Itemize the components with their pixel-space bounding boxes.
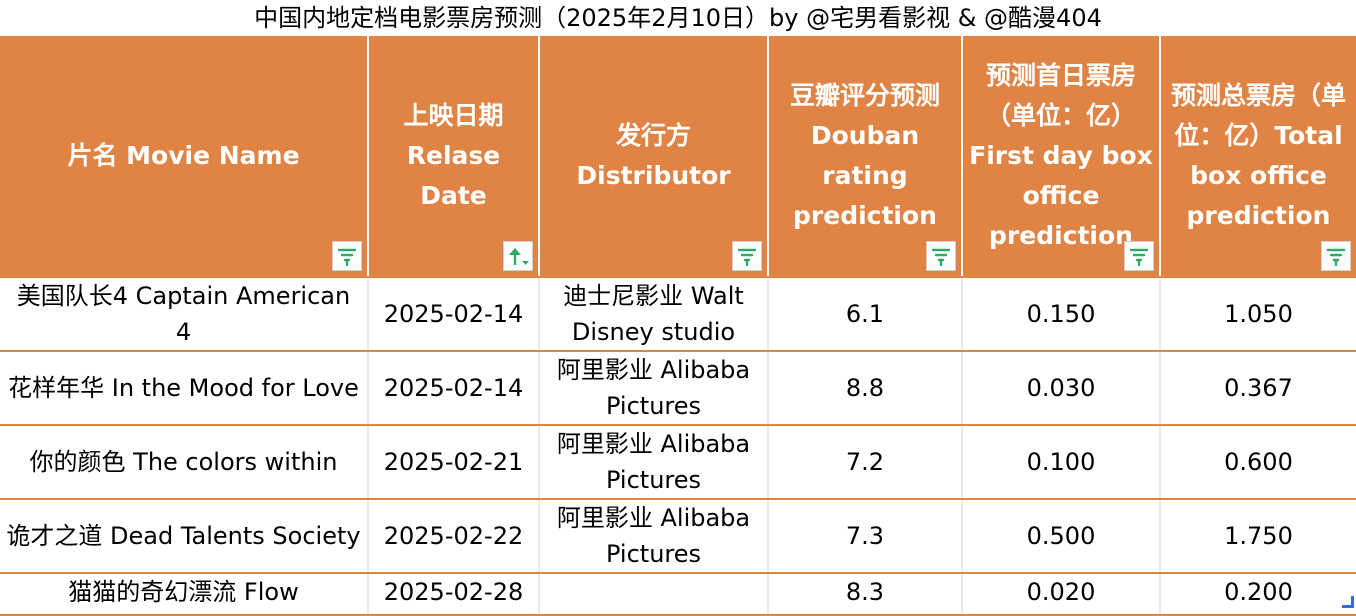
column-header-release-date[interactable]: 上映日期 Relase Date xyxy=(368,36,539,277)
table-row: 猫猫的奇幻漂流 Flow 2025-02-28 8.3 0.020 0.200 xyxy=(0,573,1356,615)
column-header-douban-rating[interactable]: 豆瓣评分预测 Douban rating prediction xyxy=(768,36,962,277)
cell-release-date[interactable]: 2025-02-14 xyxy=(368,277,539,351)
cell-total-box-office[interactable]: 1.750 xyxy=(1160,499,1356,573)
column-header-label: 发行方 Distributor xyxy=(546,116,761,196)
column-header-total-box-office[interactable]: 预测总票房（单位：亿）Total box office prediction xyxy=(1160,36,1356,277)
cell-release-date[interactable]: 2025-02-21 xyxy=(368,425,539,499)
cell-movie-name[interactable]: 美国队长4 Captain American 4 xyxy=(0,277,368,351)
table-row: 美国队长4 Captain American 4 2025-02-14 迪士尼影… xyxy=(0,277,1356,351)
cell-distributor[interactable] xyxy=(539,573,768,615)
table-row: 诡才之道 Dead Talents Society 2025-02-22 阿里影… xyxy=(0,499,1356,573)
filter-icon[interactable] xyxy=(926,241,956,271)
cell-release-date[interactable]: 2025-02-14 xyxy=(368,351,539,425)
cell-distributor[interactable]: 阿里影业 Alibaba Pictures xyxy=(539,425,768,499)
box-office-table: 片名 Movie Name 上映日期 Relase Date 发行方 Distr… xyxy=(0,36,1356,616)
column-header-label: 豆瓣评分预测 Douban rating prediction xyxy=(775,76,955,236)
filter-icon[interactable] xyxy=(732,241,762,271)
column-header-label: 预测总票房（单位：亿）Total box office prediction xyxy=(1167,76,1350,236)
cell-movie-name[interactable]: 花样年华 In the Mood for Love xyxy=(0,351,368,425)
header-row: 片名 Movie Name 上映日期 Relase Date 发行方 Distr… xyxy=(0,36,1356,277)
column-header-distributor[interactable]: 发行方 Distributor xyxy=(539,36,768,277)
cell-total-box-office[interactable]: 1.050 xyxy=(1160,277,1356,351)
filter-icon[interactable] xyxy=(332,241,362,271)
cell-first-day-box-office[interactable]: 0.500 xyxy=(962,499,1160,573)
cell-total-box-office[interactable]: 0.367 xyxy=(1160,351,1356,425)
cell-douban-rating[interactable]: 7.2 xyxy=(768,425,962,499)
table-resize-handle[interactable] xyxy=(1342,596,1354,608)
table-row: 花样年华 In the Mood for Love 2025-02-14 阿里影… xyxy=(0,351,1356,425)
cell-douban-rating[interactable]: 7.3 xyxy=(768,499,962,573)
column-header-label: 片名 Movie Name xyxy=(6,136,361,176)
cell-movie-name[interactable]: 猫猫的奇幻漂流 Flow xyxy=(0,573,368,615)
cell-douban-rating[interactable]: 8.8 xyxy=(768,351,962,425)
column-header-label: 预测首日票房（单位：亿）First day box office predict… xyxy=(969,56,1153,256)
table-row: 你的颜色 The colors within 2025-02-21 阿里影业 A… xyxy=(0,425,1356,499)
cell-distributor[interactable]: 迪士尼影业 Walt Disney studio xyxy=(539,277,768,351)
cell-total-box-office[interactable]: 0.600 xyxy=(1160,425,1356,499)
sheet-title: 中国内地定档电影票房预测（2025年2月10日）by @宅男看影视 & @酷漫4… xyxy=(0,0,1356,36)
column-header-label: 上映日期 Relase Date xyxy=(375,96,532,216)
cell-release-date[interactable]: 2025-02-22 xyxy=(368,499,539,573)
cell-douban-rating[interactable]: 6.1 xyxy=(768,277,962,351)
cell-total-box-office[interactable]: 0.200 xyxy=(1160,573,1356,615)
cell-first-day-box-office[interactable]: 0.150 xyxy=(962,277,1160,351)
column-header-first-day-box-office[interactable]: 预测首日票房（单位：亿）First day box office predict… xyxy=(962,36,1160,277)
filter-icon[interactable] xyxy=(1321,241,1351,271)
cell-distributor[interactable]: 阿里影业 Alibaba Pictures xyxy=(539,499,768,573)
cell-first-day-box-office[interactable]: 0.100 xyxy=(962,425,1160,499)
cell-first-day-box-office[interactable]: 0.030 xyxy=(962,351,1160,425)
cell-douban-rating[interactable]: 8.3 xyxy=(768,573,962,615)
cell-distributor[interactable]: 阿里影业 Alibaba Pictures xyxy=(539,351,768,425)
sort-ascending-icon[interactable] xyxy=(503,241,533,271)
cell-movie-name[interactable]: 诡才之道 Dead Talents Society xyxy=(0,499,368,573)
cell-movie-name[interactable]: 你的颜色 The colors within xyxy=(0,425,368,499)
column-header-movie-name[interactable]: 片名 Movie Name xyxy=(0,36,368,277)
filter-icon[interactable] xyxy=(1124,241,1154,271)
cell-release-date[interactable]: 2025-02-28 xyxy=(368,573,539,615)
cell-first-day-box-office[interactable]: 0.020 xyxy=(962,573,1160,615)
